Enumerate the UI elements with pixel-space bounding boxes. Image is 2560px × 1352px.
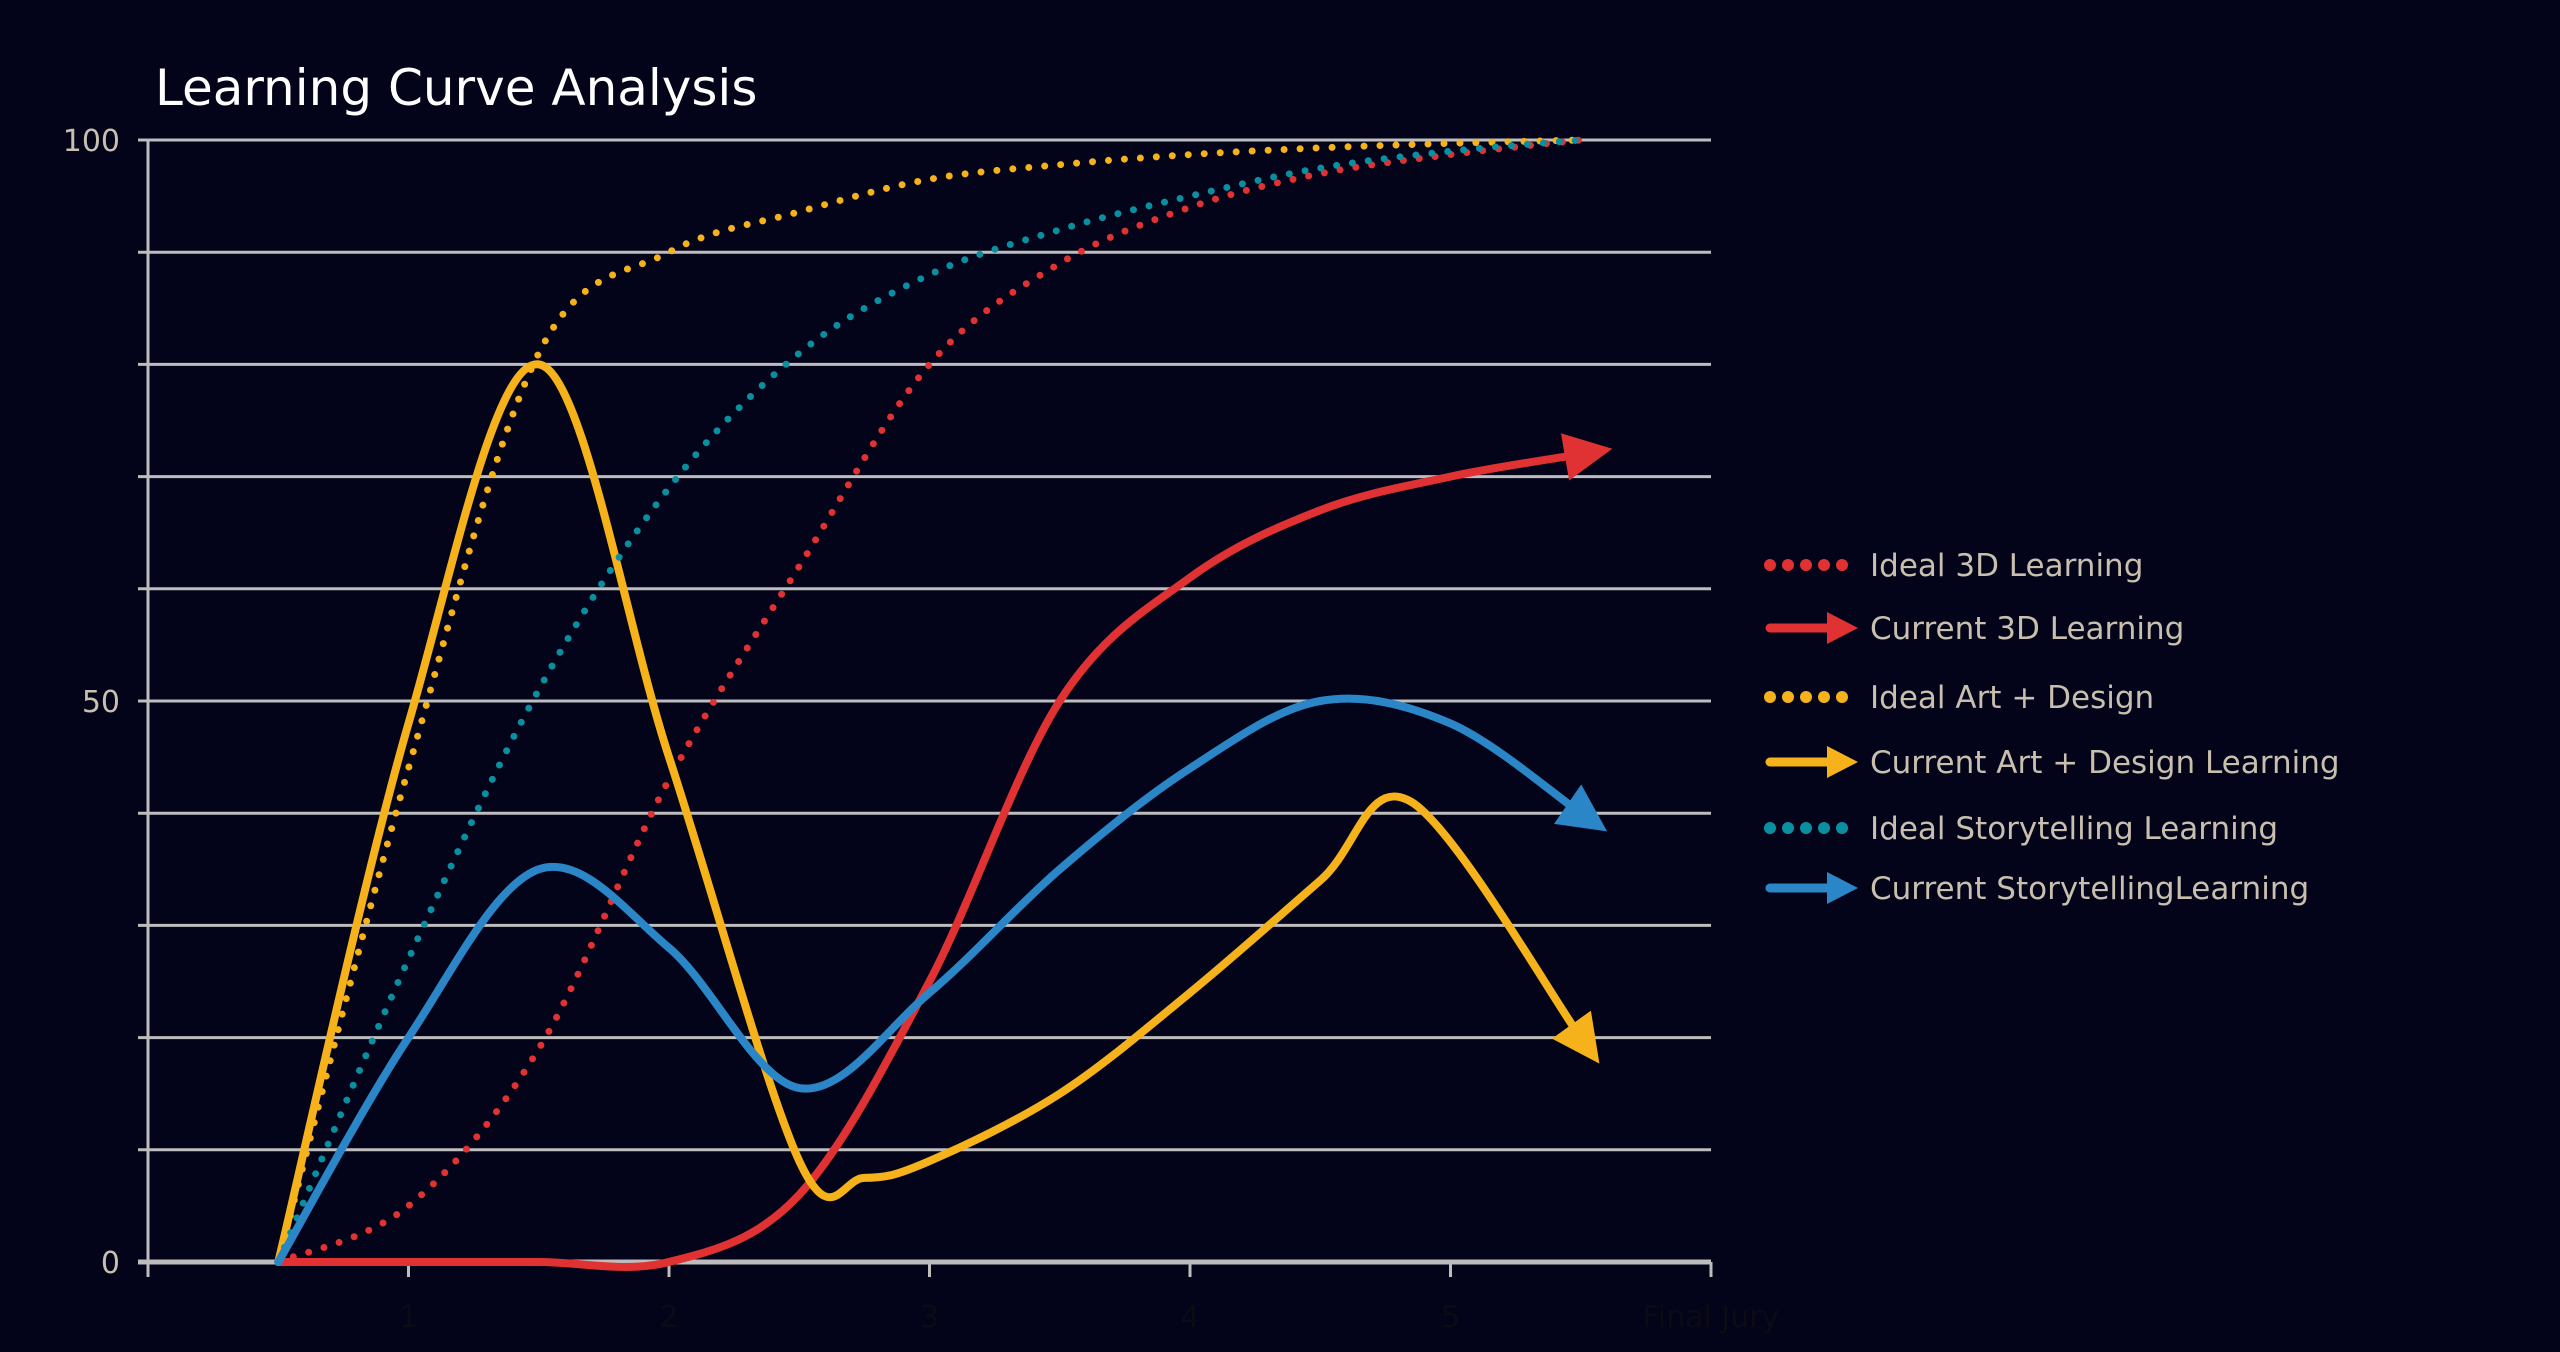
legend-label: Current 3D Learning xyxy=(1870,611,2184,647)
legend-arrowhead-icon xyxy=(1827,746,1858,778)
legend-item: Current Art + Design Learning xyxy=(1765,745,2340,781)
legend-dots-icon xyxy=(1818,822,1830,834)
legend-dots-icon xyxy=(1836,559,1848,571)
legend-label: Current StorytellingLearning xyxy=(1870,871,2309,907)
legend-label: Ideal Art + Design xyxy=(1870,680,2154,716)
legend-dots-icon xyxy=(1782,691,1794,703)
legend-label: Ideal 3D Learning xyxy=(1870,548,2143,584)
legend-dots-icon xyxy=(1764,822,1776,834)
legend-dots-icon xyxy=(1800,822,1812,834)
series-current-storytellinglearning xyxy=(274,694,1608,1266)
y-tick-label: 0 xyxy=(101,1246,120,1281)
y-tick-label: 50 xyxy=(82,685,120,720)
legend-dots-icon xyxy=(1782,822,1794,834)
series-ideal-3d-learning xyxy=(274,136,1585,1266)
legend-arrowhead-icon xyxy=(1827,612,1858,644)
x-tick-label: 5 xyxy=(1441,1300,1460,1335)
legend-dots-icon xyxy=(1818,559,1830,571)
x-tick-label: 3 xyxy=(920,1300,939,1335)
chart-title: Learning Curve Analysis xyxy=(155,59,757,117)
y-tick-label: 100 xyxy=(63,124,120,159)
legend-label: Ideal Storytelling Learning xyxy=(1870,811,2278,847)
axes: 1 2 3 4 5 Final Jury 0 50 100 xyxy=(63,124,1780,1335)
series-current-art-design-learning xyxy=(274,360,1600,1266)
x-tick-label: 2 xyxy=(659,1300,678,1335)
legend-item: Current 3D Learning xyxy=(1765,611,2184,647)
legend-arrowhead-icon xyxy=(1827,872,1858,904)
gridlines xyxy=(138,138,1711,1265)
legend-dots-icon xyxy=(1764,691,1776,703)
legend-dots-icon xyxy=(1782,559,1794,571)
legend-dots-icon xyxy=(1764,559,1776,571)
x-tick-label: 1 xyxy=(399,1300,418,1335)
legend-dots-icon xyxy=(1800,691,1812,703)
legend: Ideal 3D Learning Current 3D Learning Idea… xyxy=(1764,548,2340,907)
legend-item: Ideal Storytelling Learning xyxy=(1764,811,2278,847)
series-current-3d-learning xyxy=(274,433,1613,1271)
series-layer xyxy=(274,136,1613,1271)
legend-item: Ideal Art + Design xyxy=(1764,680,2154,716)
series-ideal-storytelling-learning xyxy=(274,136,1585,1266)
legend-dots-icon xyxy=(1836,822,1848,834)
x-tick-label: Final Jury xyxy=(1643,1300,1780,1335)
legend-label: Current Art + Design Learning xyxy=(1870,745,2340,781)
x-tick-label: 4 xyxy=(1180,1300,1199,1335)
legend-dots-icon xyxy=(1818,691,1830,703)
legend-dots-icon xyxy=(1800,559,1812,571)
legend-item: Current StorytellingLearning xyxy=(1765,871,2309,907)
legend-item: Ideal 3D Learning xyxy=(1764,548,2143,584)
legend-dots-icon xyxy=(1836,691,1848,703)
